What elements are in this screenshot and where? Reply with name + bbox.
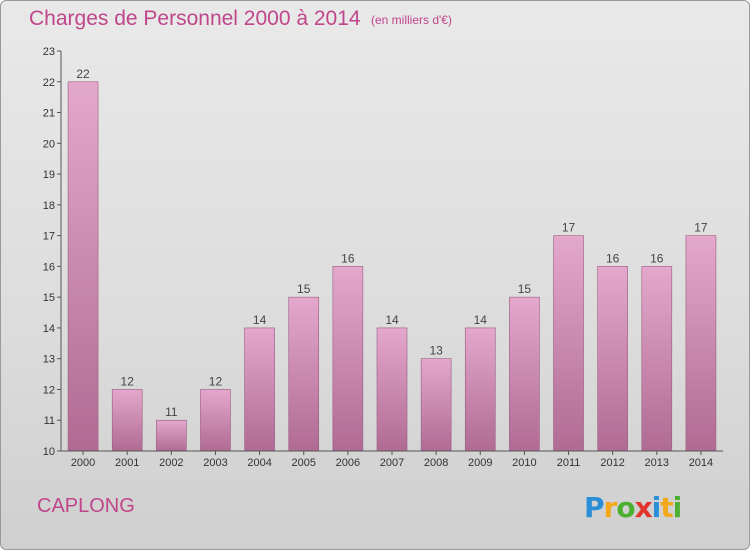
y-tick-label: 11 [44, 415, 55, 427]
x-tick-label-2010: 2010 [512, 457, 536, 469]
y-tick-label: 18 [43, 200, 55, 212]
y-tick-label: 14 [43, 323, 55, 335]
logo-letter: P [584, 491, 605, 524]
y-tick-label: 17 [43, 231, 55, 243]
logo-letter: t [660, 491, 673, 524]
x-tick-label-2000: 2000 [71, 457, 95, 469]
x-tick-label-2008: 2008 [424, 457, 448, 469]
bar-2004 [244, 327, 275, 452]
logo-letter: x [634, 491, 653, 524]
place-name: CAPLONG [37, 495, 135, 517]
proxiti-logo[interactable]: Proxiti [584, 491, 683, 524]
bar-2010 [509, 296, 540, 452]
value-label-2012: 16 [606, 251, 620, 265]
bar-2001 [111, 389, 143, 452]
x-tick-label-2013: 2013 [645, 457, 669, 469]
y-tick-label: 20 [43, 138, 55, 150]
x-tick-label-2014: 2014 [689, 457, 713, 469]
y-tick-label: 12 [43, 384, 55, 396]
value-label-2008: 13 [429, 344, 443, 358]
bars-group: 22 12 11 12 14 15 16 14 13 14 15 17 16 16 17 [67, 67, 717, 452]
value-label-2011: 17 [562, 221, 576, 235]
bar-2013 [641, 266, 673, 452]
y-tick-label: 21 [43, 108, 55, 120]
y-tick-label: 10 [43, 446, 55, 458]
value-label-2007: 14 [385, 313, 399, 327]
bar-2012 [597, 266, 628, 452]
x-tick-label-2006: 2006 [336, 457, 360, 469]
y-tick-label: 23 [43, 46, 55, 58]
bar-2002 [156, 419, 187, 452]
value-label-2004: 14 [253, 313, 267, 327]
bar-2008 [420, 358, 452, 452]
logo-letter: r [603, 491, 618, 524]
x-tick-label-2011: 2011 [557, 457, 581, 469]
value-label-2014: 17 [694, 221, 708, 235]
logo-letter: i [651, 491, 662, 524]
value-label-2002: 11 [165, 405, 178, 419]
value-label-2010: 15 [518, 282, 532, 296]
value-label-2003: 12 [209, 374, 223, 388]
x-tick-label-2002: 2002 [159, 457, 183, 469]
value-label-2000: 22 [76, 67, 90, 81]
x-tick-label-2003: 2003 [203, 457, 227, 469]
bar-2003 [200, 389, 231, 452]
axes-group: 10 11 12 13 14 15 16 17 18 19 20 21 22 23 2000 2001 2002… [43, 46, 723, 469]
value-label-2009: 14 [474, 313, 488, 327]
y-tick-label: 19 [43, 169, 55, 181]
bar-2000 [67, 81, 99, 452]
y-tick-label: 13 [43, 354, 55, 366]
x-tick-label-2005: 2005 [291, 457, 315, 469]
logo-letter: i [672, 491, 683, 524]
value-label-2001: 12 [121, 374, 135, 388]
logo-letter: o [616, 491, 635, 524]
chart-subtitle: (en milliers d'€) [371, 13, 452, 27]
x-tick-label-2012: 2012 [600, 457, 624, 469]
y-tick-label: 16 [43, 261, 55, 273]
bar-2009 [464, 327, 496, 452]
bar-2011 [553, 235, 584, 452]
value-label-2006: 16 [341, 251, 355, 265]
x-tick-label-2007: 2007 [380, 457, 404, 469]
y-tick-label: 22 [43, 77, 55, 89]
value-label-2005: 15 [297, 282, 311, 296]
bar-2006 [332, 266, 364, 452]
y-tick-label: 15 [43, 292, 55, 304]
x-tick-label-2004: 2004 [247, 457, 271, 469]
x-tick-label-2001: 2001 [115, 457, 139, 469]
chart-title: Charges de Personnel 2000 à 2014 [29, 7, 361, 30]
x-tick-label-2009: 2009 [468, 457, 492, 469]
bar-2007 [376, 327, 408, 452]
bar-2014 [685, 235, 717, 452]
bar-2005 [288, 296, 320, 452]
value-label-2013: 16 [650, 251, 664, 265]
